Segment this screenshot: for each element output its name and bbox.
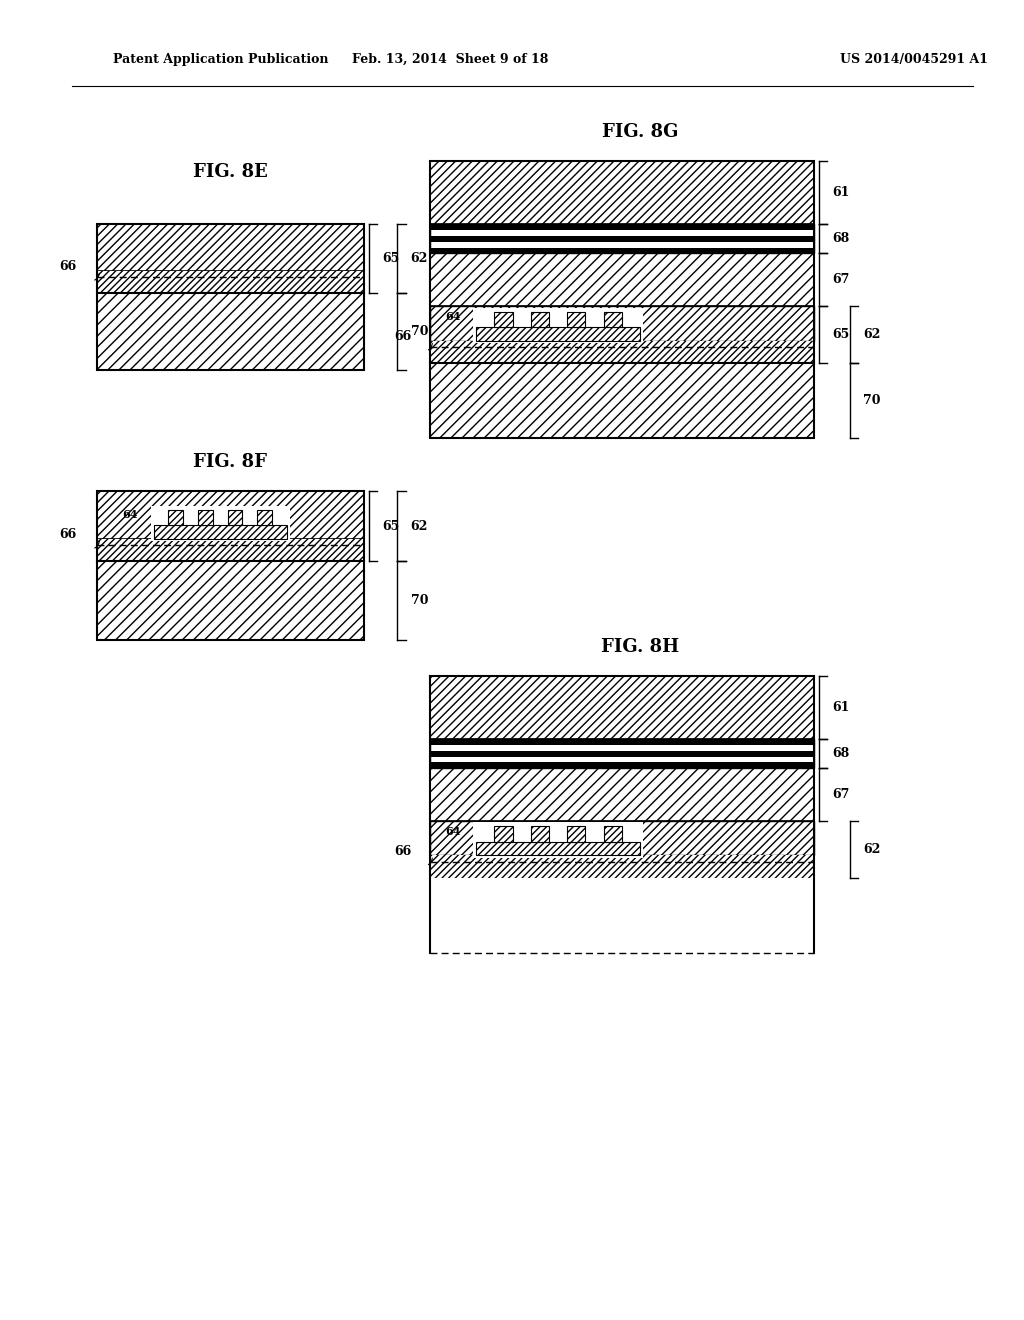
Text: 65: 65: [382, 252, 399, 265]
Bar: [97, 271, 364, 293]
Text: 66: 66: [394, 845, 412, 858]
Bar: [603, 312, 622, 327]
Text: 64: 64: [445, 312, 461, 322]
Bar: [430, 236, 814, 242]
Bar: [97, 491, 364, 539]
Text: 64: 64: [445, 826, 461, 837]
Text: 68: 68: [833, 747, 850, 760]
Bar: [430, 768, 814, 821]
Text: 66: 66: [394, 330, 412, 343]
Bar: [430, 751, 814, 756]
Bar: [567, 312, 586, 327]
Text: 61: 61: [833, 186, 850, 199]
Text: US 2014/0045291 A1: US 2014/0045291 A1: [840, 53, 988, 66]
Text: 65: 65: [833, 329, 850, 341]
Bar: [151, 506, 290, 541]
Bar: [430, 676, 814, 739]
Bar: [430, 821, 814, 855]
Bar: [430, 739, 814, 768]
Bar: [495, 312, 513, 327]
Text: 64: 64: [123, 510, 138, 520]
Text: 70: 70: [863, 395, 881, 407]
Bar: [97, 293, 364, 370]
Text: FIG. 8E: FIG. 8E: [194, 162, 267, 181]
Bar: [530, 312, 549, 327]
Text: FIG. 8F: FIG. 8F: [194, 453, 267, 471]
Bar: [473, 822, 643, 858]
Text: 67: 67: [833, 273, 850, 286]
Bar: [430, 756, 814, 763]
Bar: [97, 224, 364, 370]
Bar: [495, 826, 513, 842]
Bar: [257, 510, 272, 525]
Text: 61: 61: [833, 701, 850, 714]
Text: 70: 70: [411, 325, 428, 338]
Text: 68: 68: [833, 232, 850, 246]
Bar: [97, 539, 364, 561]
Bar: [430, 224, 814, 253]
Text: 62: 62: [411, 520, 428, 532]
Bar: [97, 561, 364, 640]
Bar: [473, 308, 643, 343]
Bar: [476, 842, 640, 855]
Text: 62: 62: [411, 252, 428, 265]
Bar: [430, 739, 814, 744]
Text: FIG. 8G: FIG. 8G: [602, 123, 678, 141]
Bar: [430, 253, 814, 306]
Bar: [530, 826, 549, 842]
Text: Feb. 13, 2014  Sheet 9 of 18: Feb. 13, 2014 Sheet 9 of 18: [352, 53, 549, 66]
Text: 65: 65: [382, 520, 399, 532]
Text: 66: 66: [59, 260, 77, 273]
Bar: [430, 230, 814, 236]
Bar: [430, 248, 814, 253]
Bar: [430, 341, 814, 363]
Bar: [168, 510, 183, 525]
Text: 67: 67: [833, 788, 850, 801]
Bar: [430, 763, 814, 768]
Bar: [97, 224, 364, 271]
Bar: [567, 826, 586, 842]
Bar: [97, 491, 364, 640]
Bar: [430, 161, 814, 438]
Text: 62: 62: [863, 329, 881, 341]
Bar: [154, 525, 287, 539]
Bar: [430, 224, 814, 230]
Bar: [227, 510, 243, 525]
Text: 70: 70: [411, 594, 428, 607]
Text: FIG. 8H: FIG. 8H: [601, 638, 679, 656]
Bar: [430, 242, 814, 248]
Bar: [603, 826, 622, 842]
Bar: [430, 306, 814, 341]
Bar: [198, 510, 213, 525]
Bar: [430, 363, 814, 438]
Bar: [430, 161, 814, 224]
Text: Patent Application Publication: Patent Application Publication: [113, 53, 328, 66]
Bar: [430, 855, 814, 878]
Bar: [430, 744, 814, 751]
Bar: [476, 327, 640, 341]
Text: 66: 66: [59, 528, 77, 541]
Text: 62: 62: [863, 843, 881, 855]
